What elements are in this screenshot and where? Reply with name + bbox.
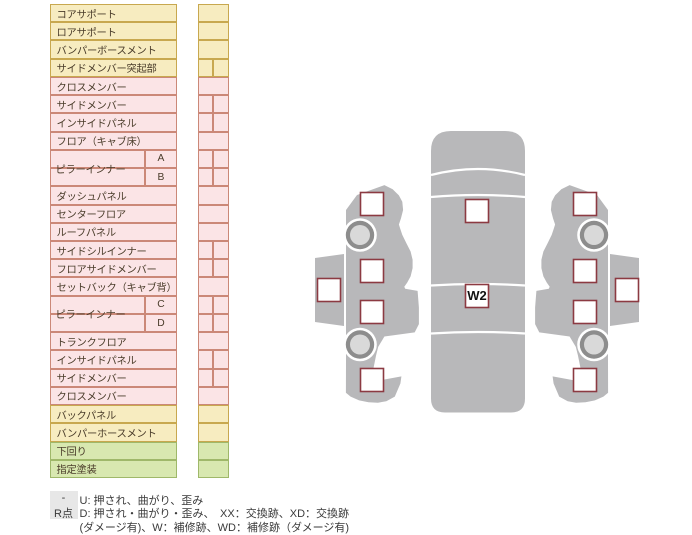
svg-text:W2: W2 (467, 288, 487, 303)
